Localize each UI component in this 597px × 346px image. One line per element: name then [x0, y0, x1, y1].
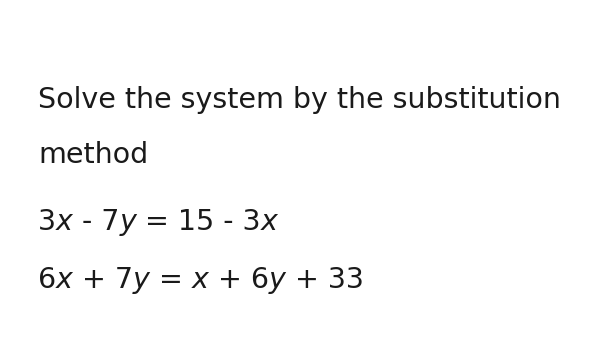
Text: x: x — [56, 208, 73, 236]
Text: y: y — [119, 208, 136, 236]
Text: =: = — [150, 266, 192, 294]
Text: x: x — [192, 266, 208, 294]
Text: 6: 6 — [38, 266, 56, 294]
Text: y: y — [133, 266, 150, 294]
Text: method: method — [38, 141, 148, 169]
Text: y: y — [269, 266, 285, 294]
Text: - 7: - 7 — [73, 208, 119, 236]
Text: 3: 3 — [38, 208, 56, 236]
Text: + 33: + 33 — [285, 266, 364, 294]
Text: = 15 - 3: = 15 - 3 — [136, 208, 261, 236]
Text: Solve the system by the substitution: Solve the system by the substitution — [38, 86, 561, 114]
Text: x: x — [261, 208, 278, 236]
Text: + 7: + 7 — [73, 266, 133, 294]
Text: x: x — [56, 266, 73, 294]
Text: + 6: + 6 — [208, 266, 269, 294]
